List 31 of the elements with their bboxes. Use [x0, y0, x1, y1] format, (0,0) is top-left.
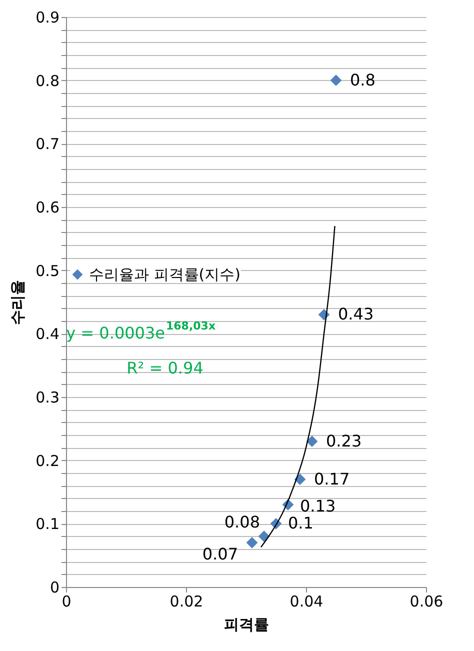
y-tick-label: 0.4 [36, 325, 60, 344]
y-tick-label: 0 [50, 578, 60, 596]
point [330, 74, 342, 86]
annotation: R² = 0.94 [126, 358, 204, 378]
y-tick-label: 0.8 [36, 72, 60, 90]
data-label: 0.17 [314, 469, 350, 488]
y-tick-label: 0.3 [36, 388, 60, 406]
data-label: 0.8 [350, 70, 376, 90]
y-tick-label: 0.1 [36, 515, 60, 534]
point [258, 530, 270, 542]
legend-label: 수리율과 피격률(지수) [89, 266, 240, 284]
data-label: 0.08 [224, 512, 260, 532]
y-tick-label: 0.5 [36, 262, 60, 280]
x-tick-label: 0.02 [170, 592, 204, 610]
point [294, 474, 306, 486]
data-label: 0.13 [300, 496, 336, 516]
x-axis-title: 피격률 [224, 616, 269, 634]
y-tick-label: 0.2 [36, 452, 60, 470]
y-axis-title: 수리율 [8, 280, 27, 325]
data-label: 0.1 [288, 514, 314, 533]
x-tick-label: 0 [62, 592, 72, 610]
data-label: 0.23 [326, 431, 362, 450]
y-tick-label: 0.6 [36, 198, 60, 216]
point [246, 536, 258, 548]
x-tick-label: 0.06 [410, 592, 444, 610]
x-tick-label: 0.04 [290, 592, 324, 610]
data-label: 0.07 [202, 544, 238, 564]
y-tick-label: 0.7 [36, 135, 60, 154]
point [306, 436, 318, 448]
y-tick-label: 0.9 [36, 8, 60, 26]
data-label: 0.43 [338, 304, 374, 324]
